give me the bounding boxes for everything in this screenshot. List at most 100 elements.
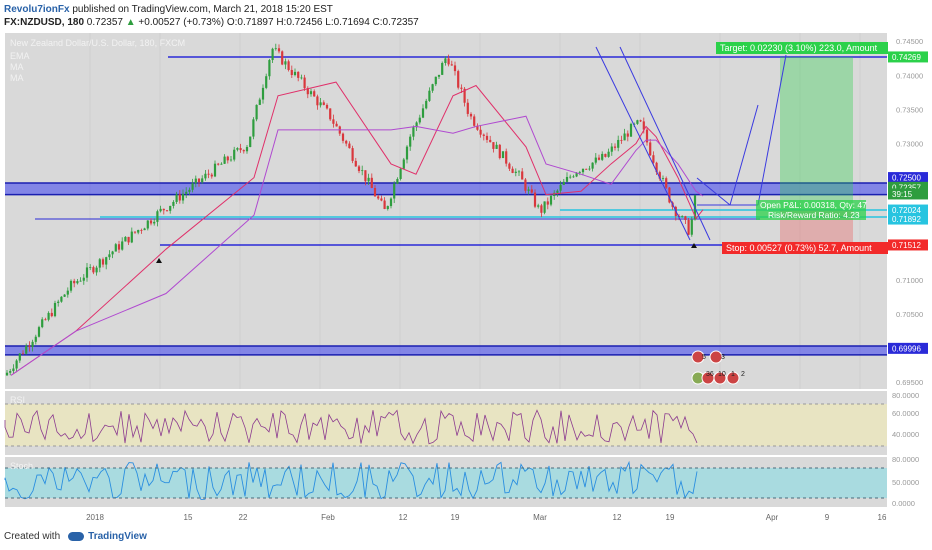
event-count-2: 3 (721, 354, 725, 361)
candle-body (140, 229, 143, 231)
open-value: O:0.71897 (226, 17, 274, 28)
price-tag-label: 0.72024 (892, 206, 921, 215)
symbol-header: FX:NZDUSD, 180 0.72357 ▲ +0.00527 (+0.73… (4, 17, 419, 28)
candle-body (425, 100, 428, 109)
candle-body (217, 163, 220, 165)
candle-body (85, 267, 89, 278)
candle-body (447, 58, 450, 65)
candle-body (668, 187, 671, 203)
arrow-up-icon (691, 243, 697, 248)
candle-body (658, 172, 661, 179)
candle-body (9, 371, 12, 373)
candle-body (393, 183, 396, 199)
candle-body (108, 254, 111, 258)
price-tag-label: 0.72357 (892, 183, 921, 192)
candle-body (684, 216, 687, 221)
candle-body (95, 267, 98, 273)
trend-drawings[interactable] (156, 46, 787, 263)
candle-body (530, 189, 533, 193)
candle-body (127, 236, 130, 243)
candle-body (626, 133, 629, 137)
candle-body (361, 170, 364, 172)
flag-icon[interactable] (709, 350, 723, 364)
price-axis[interactable] (887, 33, 932, 507)
candle-body (511, 168, 514, 173)
candle-body (620, 139, 623, 141)
candle-body (399, 168, 402, 179)
candle-body (191, 183, 194, 190)
candle-body (41, 319, 44, 328)
open-pl-label: Open P&L: 0.00318, Qty: 47 (760, 200, 867, 210)
legend-ema: EMA (10, 51, 30, 61)
candle-body (575, 172, 578, 177)
price-tag-bg (888, 188, 928, 200)
candle-body (313, 91, 316, 97)
flag-icon[interactable] (726, 371, 740, 385)
tradingview-logo[interactable]: TradingView (68, 531, 147, 542)
candle-body (133, 231, 137, 233)
arrow-up-icon (156, 258, 162, 263)
candle-body (50, 312, 53, 317)
x-tick-label: 12 (399, 513, 408, 522)
price-tag-label: 0.69996 (892, 344, 921, 353)
chart-title: New Zealand Dollar/U.S. Dollar, 180, FXC… (10, 38, 185, 48)
candle-body (229, 159, 233, 161)
candle-body (82, 277, 85, 281)
rsi-line (4, 409, 698, 445)
high-value: H:0.72456 (276, 17, 323, 28)
stoch-tick-label: 80.0000 (892, 455, 919, 464)
candle-body (319, 102, 322, 106)
stoch-label: Stoch (10, 461, 33, 471)
candle-body (553, 192, 556, 196)
candle-body (306, 88, 309, 95)
candle-body (322, 102, 325, 105)
stoch-tick-label: 0.0000 (892, 499, 915, 508)
flag-icon[interactable] (713, 371, 727, 385)
candle-body (261, 87, 265, 100)
published-text: published on TradingView.com, March 21, … (72, 4, 333, 15)
candle-body (613, 146, 617, 148)
author-link[interactable]: Revolu7ionFx (4, 4, 70, 15)
candle-body (153, 221, 156, 224)
candle-body (226, 156, 229, 161)
legend-ma-1: MA (10, 62, 24, 72)
x-tick-label: 19 (451, 513, 460, 522)
candle-body (213, 163, 217, 177)
candle-body (444, 58, 447, 63)
target-area (780, 56, 853, 211)
candle-body (601, 153, 604, 160)
candle-body (172, 201, 175, 206)
stoch-line (4, 460, 698, 501)
flag-icon[interactable] (691, 350, 705, 364)
candle-body (594, 157, 597, 163)
time-axis[interactable] (5, 507, 887, 525)
candle-body (562, 181, 565, 185)
projection-line (757, 54, 787, 206)
event-count-1: 5 (702, 354, 706, 361)
candle-body (434, 76, 437, 85)
stoch-tick-label: 50.0000 (892, 478, 919, 487)
candle-body (469, 113, 473, 117)
candle-body (277, 48, 281, 52)
candle-body (402, 159, 405, 169)
x-tick-label: Feb (321, 513, 335, 522)
close-value: C:0.72357 (372, 17, 419, 28)
target-label: Target: 0.02230 (3.10%) 223.0, Amount (720, 43, 878, 53)
x-tick-label: 16 (878, 513, 887, 522)
candle-body (47, 312, 50, 320)
x-tick-label: 2018 (86, 513, 104, 522)
candle-body (76, 281, 79, 284)
y-tick-label: 0.71000 (896, 276, 923, 285)
event-count-3: 36 (706, 371, 714, 378)
price-tag-bg (888, 181, 928, 193)
candle-body (5, 372, 9, 376)
events-icon-group[interactable]: 5 3 36 10 1 2 (691, 350, 745, 385)
candle-body (405, 146, 409, 160)
candle-body (617, 139, 620, 148)
candle-body (345, 140, 348, 144)
candle-body (105, 257, 108, 265)
y-tick-label: 0.70500 (896, 310, 923, 319)
price-pane[interactable] (5, 33, 887, 389)
candle-body (354, 160, 357, 167)
